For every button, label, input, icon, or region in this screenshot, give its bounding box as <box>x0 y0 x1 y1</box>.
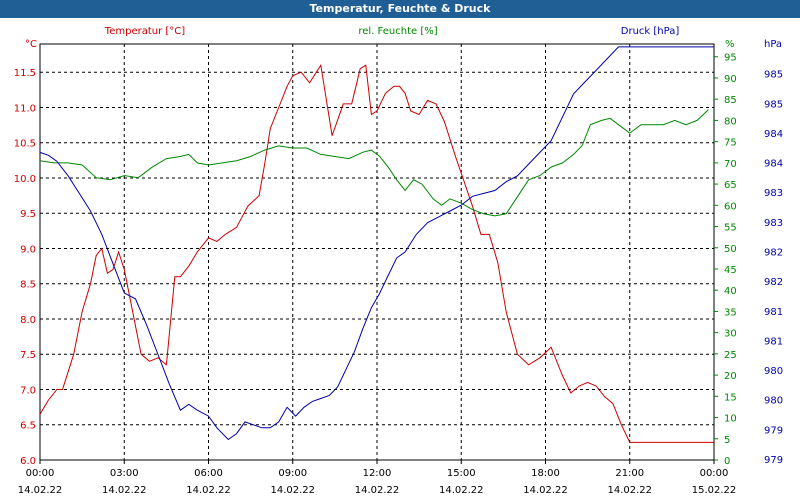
temperature-ticks: 6.0 6.5 7.0 7.5 8.0 8.5 9.0 9.5 10.0 10.5 11.0 11.5 <box>14 68 36 467</box>
x-tick-date: 15.02.22 <box>692 485 737 496</box>
humidity-tick-label: 55 <box>724 223 737 234</box>
humidity-unit: % <box>725 39 735 50</box>
humidity-tick-label: 25 <box>724 350 737 361</box>
humidity-tick-label: 30 <box>724 329 737 340</box>
humidity-tick-label: 85 <box>724 95 737 106</box>
pressure-tick-label: 984 <box>764 129 783 140</box>
temperature-tick-label: 8.0 <box>20 315 36 326</box>
humidity-tick-label: 70 <box>724 159 737 170</box>
x-tick-date: 14.02.22 <box>439 485 484 496</box>
plot-frame <box>39 43 715 461</box>
pressure-tick-label: 980 <box>764 366 783 377</box>
pressure-tick-label: 984 <box>764 159 783 170</box>
humidity-tick-label: 35 <box>724 307 737 318</box>
temperature-series-line <box>39 63 714 443</box>
x-ticks: 00:00 14.02.22 03:00 14.02.22 06:00 14.02.22 0… <box>18 460 737 496</box>
pressure-tick-label: 980 <box>764 396 783 407</box>
x-tick-date: 14.02.22 <box>270 485 315 496</box>
pressure-axis-label: Druck [hPa] <box>621 26 680 37</box>
x-tick-time: 15:00 <box>447 468 476 479</box>
temperature-tick-label: 6.0 <box>20 456 36 467</box>
temperature-tick-label: 9.0 <box>20 244 36 255</box>
humidity-tick-label: 45 <box>724 265 737 276</box>
humidity-tick-label: 95 <box>724 53 737 64</box>
x-tick-date: 14.02.22 <box>186 485 231 496</box>
humidity-tick-label: 80 <box>724 116 737 127</box>
pressure-tick-label: 981 <box>764 336 783 347</box>
x-tick-time: 21:00 <box>615 468 644 479</box>
pressure-tick-label: 983 <box>764 218 783 229</box>
humidity-tick-label: 65 <box>724 180 737 191</box>
humidity-tick-label: 50 <box>724 244 737 255</box>
humidity-ticks: 0 5 10 15 20 25 30 35 40 45 50 55 60 65 70 75 80 85 90 95 <box>714 53 737 467</box>
x-tick-time: 06:00 <box>194 468 223 479</box>
x-tick-date: 14.02.22 <box>607 485 652 496</box>
pressure-tick-label: 985 <box>764 70 783 81</box>
x-tick-time: 03:00 <box>110 468 139 479</box>
humidity-tick-label: 75 <box>724 138 737 149</box>
humidity-tick-label: 0 <box>724 456 730 467</box>
humidity-tick-label: 90 <box>724 74 737 85</box>
humidity-tick-label: 40 <box>724 286 737 297</box>
temperature-tick-label: 8.5 <box>20 280 36 291</box>
temperature-unit: °C <box>25 39 37 50</box>
temperature-tick-label: 10.0 <box>14 174 36 185</box>
humidity-series-line <box>39 109 709 217</box>
x-tick-time: 12:00 <box>363 468 392 479</box>
temperature-tick-label: 7.0 <box>20 385 36 396</box>
temperature-tick-label: 11.5 <box>14 68 36 79</box>
humidity-tick-label: 60 <box>724 201 737 212</box>
pressure-tick-label: 979 <box>764 425 783 436</box>
temperature-axis-label: Temperatur [°C] <box>104 26 185 37</box>
temperature-tick-label: 6.5 <box>20 421 36 432</box>
pressure-tick-label: 983 <box>764 188 783 199</box>
x-tick-date: 14.02.22 <box>102 485 147 496</box>
humidity-tick-label: 15 <box>724 392 737 403</box>
pressure-tick-label: 979 <box>764 455 783 466</box>
humidity-tick-label: 5 <box>724 435 730 446</box>
temperature-tick-label: 7.5 <box>20 350 36 361</box>
grid-lines <box>40 44 714 460</box>
pressure-tick-label: 985 <box>764 99 783 110</box>
x-tick-date: 14.02.22 <box>355 485 400 496</box>
temperature-tick-label: 10.5 <box>14 139 36 150</box>
window-title: Temperatur, Feuchte & Druck <box>0 0 800 18</box>
x-tick-time: 09:00 <box>278 468 307 479</box>
chart-area: °C Temperatur [°C] rel. Feuchte [%] Druc… <box>14 26 783 496</box>
x-tick-time: 00:00 <box>700 468 729 479</box>
humidity-tick-label: 20 <box>724 371 737 382</box>
humidity-axis-label: rel. Feuchte [%] <box>358 26 437 37</box>
pressure-series-line <box>39 46 714 441</box>
pressure-tick-label: 981 <box>764 307 783 318</box>
pressure-tick-label: 982 <box>764 248 783 259</box>
x-tick-date: 14.02.22 <box>523 485 568 496</box>
temperature-tick-label: 9.5 <box>20 209 36 220</box>
humidity-tick-label: 10 <box>724 414 737 425</box>
pressure-tick-label: 982 <box>764 277 783 288</box>
pressure-unit: hPa <box>764 39 782 50</box>
temperature-tick-label: 11.0 <box>14 103 36 114</box>
x-tick-date: 14.02.22 <box>18 485 63 496</box>
pressure-ticks: 979 979 980 980 981 981 982 982 983 983 984 984 985 9… <box>764 70 783 466</box>
series-lines <box>39 46 714 443</box>
x-tick-time: 00:00 <box>26 468 55 479</box>
x-tick-time: 18:00 <box>531 468 560 479</box>
